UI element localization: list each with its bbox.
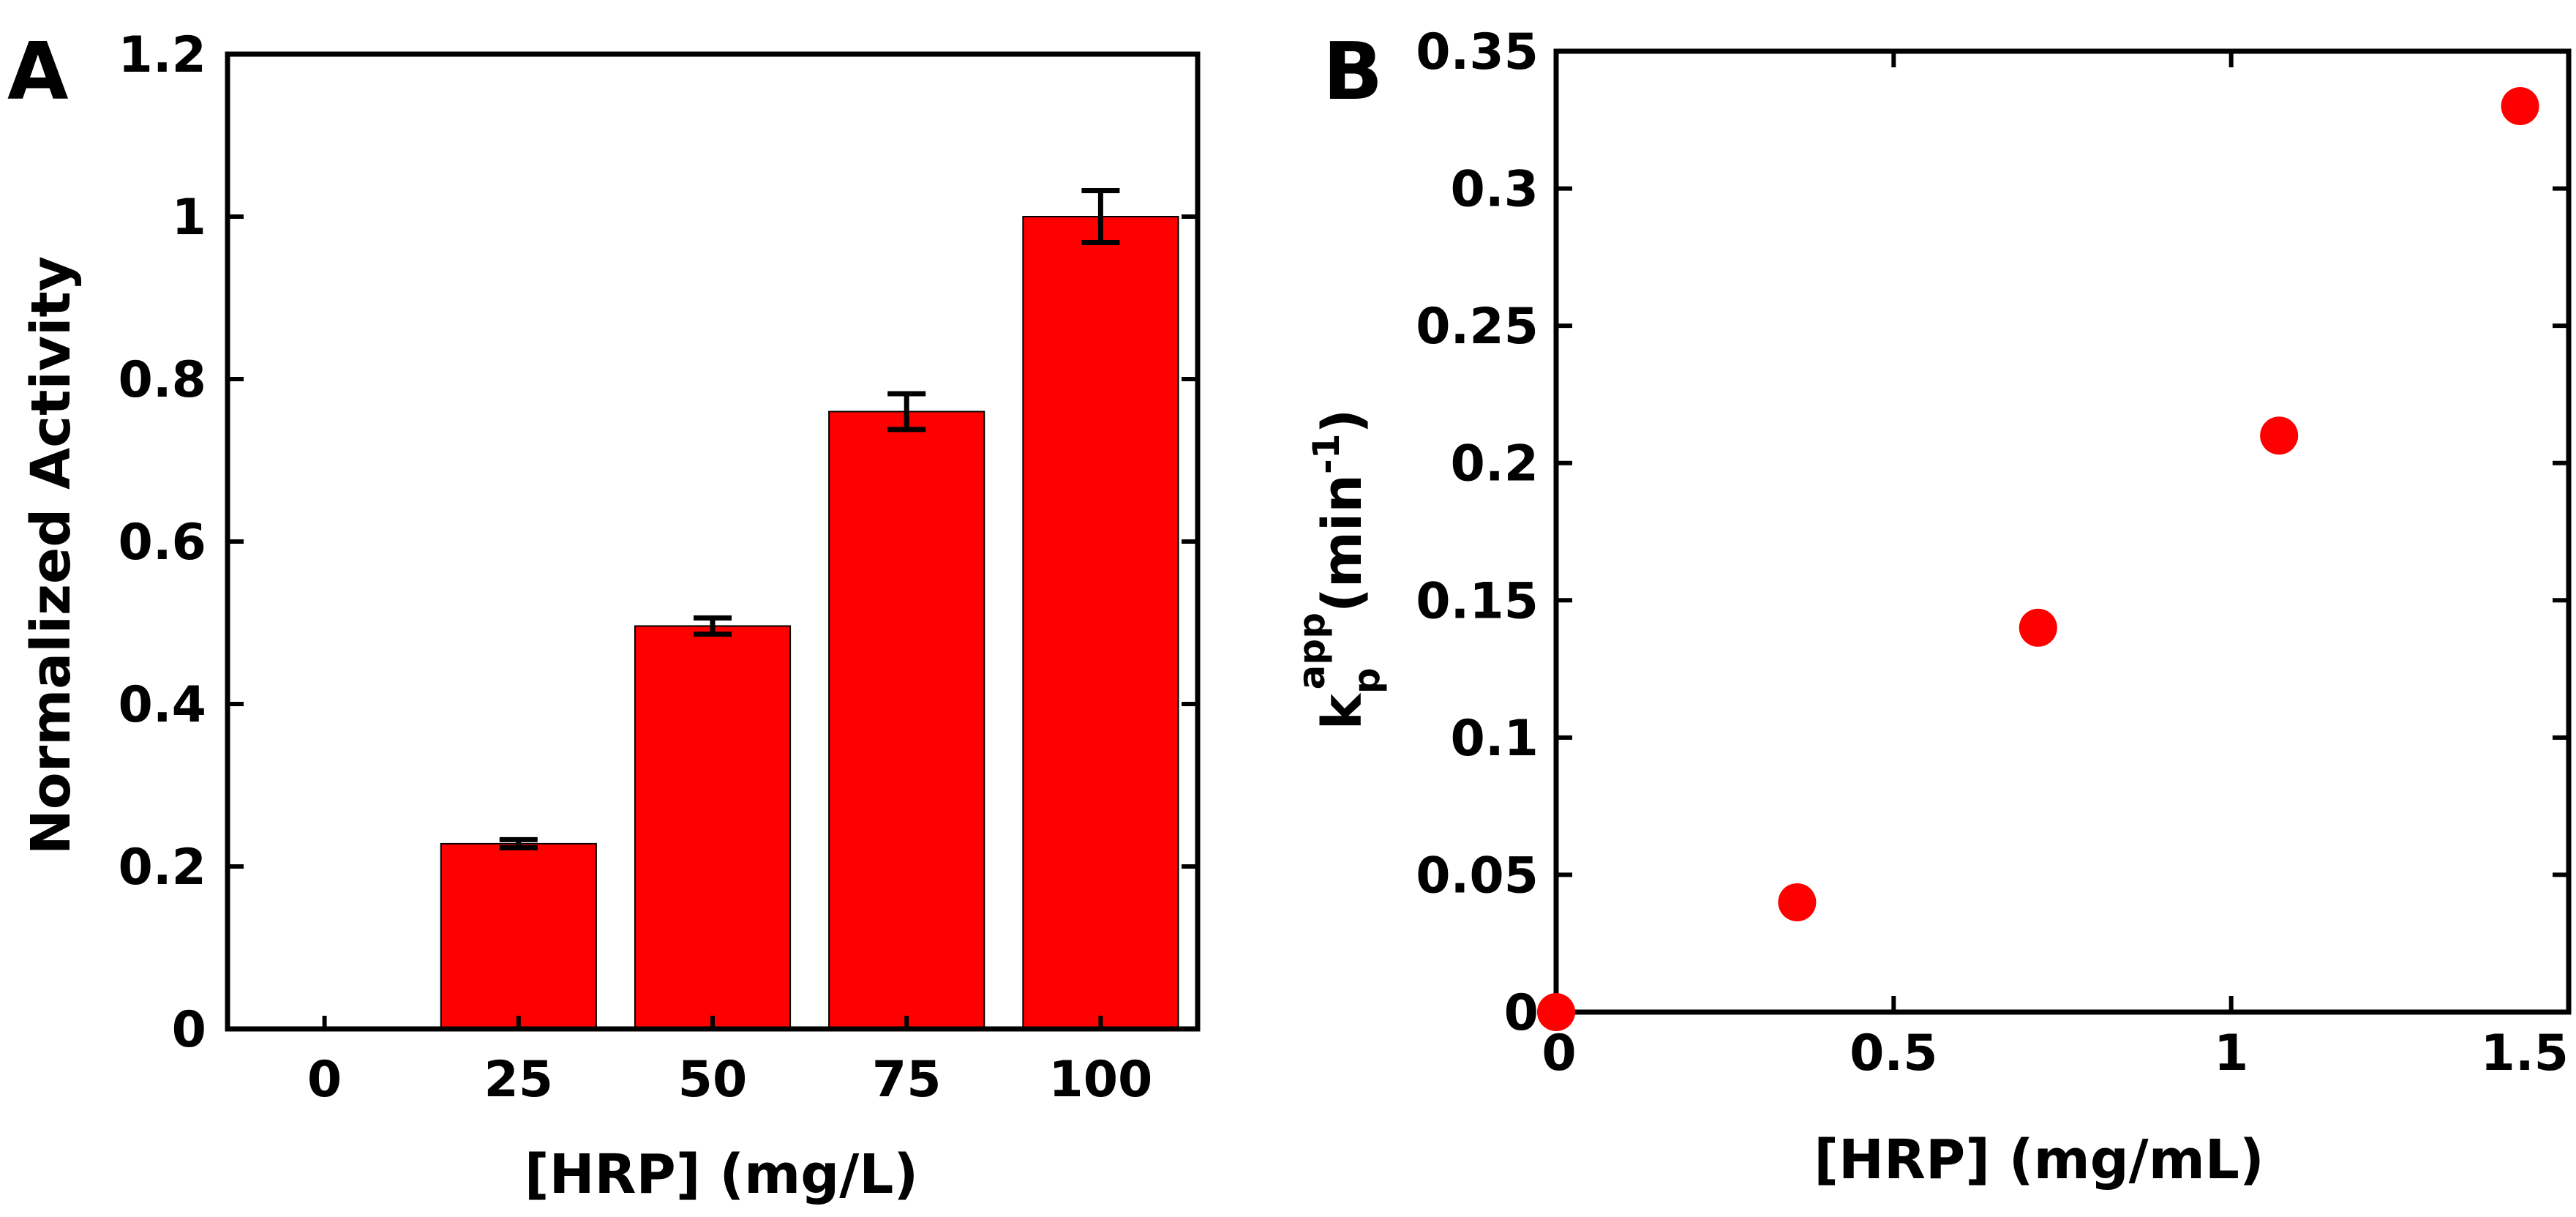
points-b	[1537, 87, 2539, 1031]
y-tick-label-b-7: 0.35	[1416, 23, 1539, 81]
y-tick-label-b-4: 0.2	[1451, 435, 1539, 493]
plot-frame-b	[1553, 48, 2572, 1015]
y-tick-label-b-6: 0.3	[1451, 161, 1539, 219]
x-tick-label-b-0: 0	[1542, 1025, 1576, 1082]
error-bar-75	[887, 391, 926, 432]
panel-label-a: A	[7, 26, 69, 118]
y-tick-label-b-0: 0	[1504, 984, 1539, 1042]
y-label-b-superscript: app	[1291, 613, 1333, 689]
bar-50	[634, 625, 792, 1030]
y-tick-label-a-0: 0	[172, 1001, 206, 1059]
panel-b: B [HRP] (mg/mL) kpapp(min-1) 0 0.05 0.1 0.1…	[1291, 23, 2572, 1191]
x-axis-label-b: [HRP] (mg/mL)	[1814, 1128, 2264, 1191]
y-axis-label-b: kpapp(min-1)	[1291, 409, 1388, 730]
y-tick-label-a-4: 0.8	[119, 351, 206, 409]
data-point-1	[1778, 883, 1817, 921]
y-tick-label-b-3: 0.15	[1416, 572, 1539, 630]
y-label-b-subscript: p	[1345, 667, 1388, 694]
y-tick-label-a-1: 0.2	[119, 839, 206, 896]
y-tick-label-b-5: 0.25	[1416, 298, 1539, 356]
x-tick-label-a-100: 100	[1048, 1051, 1152, 1109]
bars-a	[440, 187, 1179, 1030]
y-axis-label-a: Normalized Activity	[20, 256, 83, 855]
ticks-a: 0 25 50 75 100 0 0.2 0.4 0.6 0.8 1 1.2	[119, 26, 1198, 1109]
x-axis-label-a: [HRP] (mg/L)	[525, 1143, 918, 1206]
y-tick-label-a-5: 1	[172, 189, 206, 247]
x-tick-label-a-25: 25	[484, 1051, 553, 1109]
data-point-3	[2260, 416, 2299, 455]
x-tick-label-a-50: 50	[678, 1051, 748, 1109]
x-tick-label-b-1: 0.5	[1850, 1025, 1937, 1082]
y-tick-label-a-3: 0.6	[119, 514, 206, 572]
y-label-b-close: )	[1311, 409, 1374, 434]
bar-75	[828, 411, 985, 1030]
x-tick-label-a-75: 75	[872, 1051, 942, 1109]
y-tick-label-b-1: 0.05	[1416, 847, 1539, 905]
x-tick-label-b-3: 1.5	[2481, 1025, 2569, 1082]
panel-a: A [HRP] (mg/L) Normalized Activity 0 25 50…	[7, 26, 1201, 1206]
error-bar-100	[1081, 187, 1120, 246]
y-tick-label-a-6: 1.2	[119, 26, 206, 84]
data-point-4	[2501, 87, 2539, 126]
bar-100	[1022, 216, 1179, 1030]
y-tick-label-b-2: 0.1	[1451, 710, 1539, 768]
y-label-b-base: k	[1311, 692, 1374, 730]
error-bar-50	[694, 615, 732, 637]
x-tick-label-b-2: 1	[2214, 1025, 2248, 1082]
y-label-b-unit-sup: -1	[1305, 433, 1348, 474]
y-label-b-unit: (min	[1311, 474, 1374, 613]
plot-frame-a	[225, 51, 1201, 1032]
error-bar-25	[499, 836, 538, 850]
data-point-0	[1537, 993, 1575, 1031]
x-tick-label-a-0: 0	[307, 1051, 342, 1109]
ticks-b: 0 0.05 0.1 0.15 0.2 0.25 0.3 0.35 0 0.5 1 1.5	[1416, 23, 2571, 1082]
svg-text:kpapp(min-1): kpapp(min-1)	[1291, 409, 1388, 730]
y-tick-label-a-2: 0.4	[119, 676, 206, 734]
data-point-2	[2019, 608, 2057, 647]
panel-label-b: B	[1323, 26, 1383, 118]
bar-25	[440, 842, 597, 1030]
